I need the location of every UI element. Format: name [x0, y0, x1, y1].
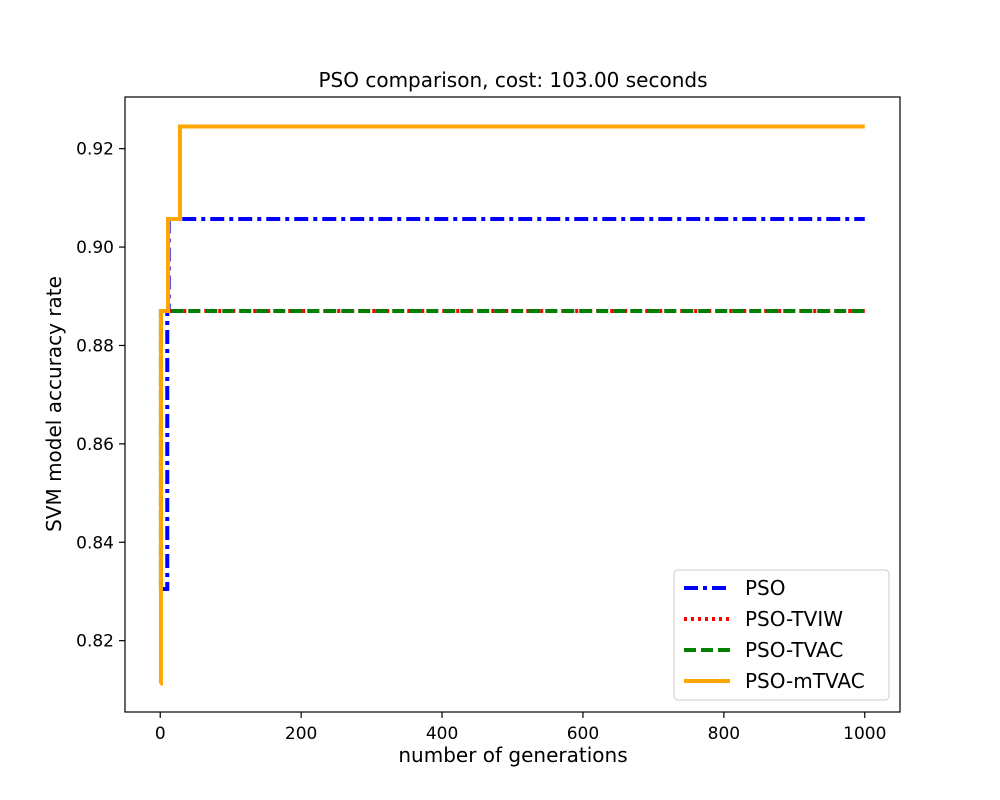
y-tick-label: 0.84	[76, 533, 114, 553]
x-axis-label: number of generations	[398, 743, 627, 767]
x-tick-label: 1000	[843, 724, 886, 744]
y-tick-label: 0.90	[76, 238, 114, 258]
legend-label-pso-tvac: PSO-TVAC	[745, 638, 843, 662]
series-layer	[158, 124, 865, 686]
legend-label-pso-tviw: PSO-TVIW	[745, 607, 843, 631]
x-tick-label: 800	[708, 724, 740, 744]
legend-box	[673, 569, 890, 701]
legend-label-pso: PSO	[745, 576, 786, 600]
y-tick-label: 0.82	[76, 632, 114, 652]
chart-title: PSO comparison, cost: 103.00 seconds	[318, 68, 707, 92]
y-axis-label: SVM model accuracy rate	[42, 276, 66, 532]
y-tick-label: 0.86	[76, 435, 114, 455]
y-tick-label: 0.92	[76, 140, 114, 160]
axes-frame	[124, 96, 901, 713]
x-tick-label: 600	[567, 724, 599, 744]
x-tick-label: 400	[426, 724, 458, 744]
legend-label-pso-mtvac: PSO-mTVAC	[745, 669, 865, 693]
x-tick-label: 0	[155, 724, 166, 744]
y-tick-label: 0.88	[76, 336, 114, 356]
legend: PSO PSO-TVIW PSO-TVAC PSO-mTVAC	[673, 569, 890, 701]
x-tick-label: 200	[285, 724, 317, 744]
series-line-pso-mtvac	[158, 124, 865, 686]
axes-layer: 0 200 400 600 800 1000 0.82 0.84 0.86 0.88 0.90 0.9…	[76, 96, 901, 744]
